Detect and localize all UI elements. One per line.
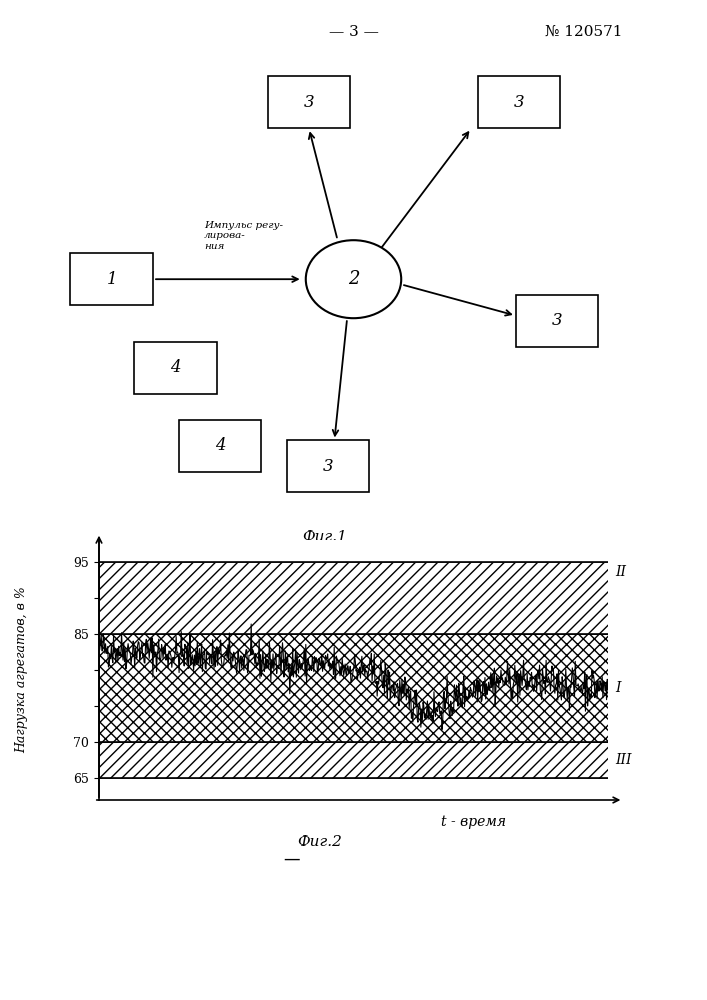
FancyBboxPatch shape bbox=[134, 342, 217, 394]
FancyBboxPatch shape bbox=[268, 76, 351, 128]
FancyBboxPatch shape bbox=[70, 253, 153, 305]
Text: 4: 4 bbox=[214, 437, 226, 454]
Text: 3: 3 bbox=[322, 458, 334, 475]
Text: — 3 —: — 3 — bbox=[329, 25, 378, 39]
Text: III: III bbox=[616, 753, 632, 767]
Text: 3: 3 bbox=[551, 312, 563, 329]
Text: 4: 4 bbox=[170, 359, 181, 376]
FancyBboxPatch shape bbox=[478, 76, 561, 128]
FancyBboxPatch shape bbox=[515, 295, 598, 347]
Text: —: — bbox=[283, 850, 300, 868]
Text: Нагрузка агрегатов, в %: Нагрузка агрегатов, в % bbox=[15, 587, 28, 753]
Text: 3: 3 bbox=[513, 94, 525, 111]
Text: Импульс регу-
лирова-
ния: Импульс регу- лирова- ния bbox=[204, 221, 283, 251]
Text: t - время: t - время bbox=[441, 815, 506, 829]
Text: 3: 3 bbox=[303, 94, 315, 111]
Text: 2: 2 bbox=[348, 270, 359, 288]
Text: Фиг.1: Фиг.1 bbox=[303, 530, 347, 544]
FancyBboxPatch shape bbox=[178, 420, 262, 472]
Text: I: I bbox=[616, 681, 621, 695]
Circle shape bbox=[306, 240, 402, 318]
Text: Фиг.2: Фиг.2 bbox=[297, 835, 341, 849]
Text: II: II bbox=[616, 566, 626, 580]
Text: 1: 1 bbox=[106, 271, 117, 288]
FancyBboxPatch shape bbox=[287, 440, 370, 492]
Text: № 120571: № 120571 bbox=[544, 25, 622, 39]
